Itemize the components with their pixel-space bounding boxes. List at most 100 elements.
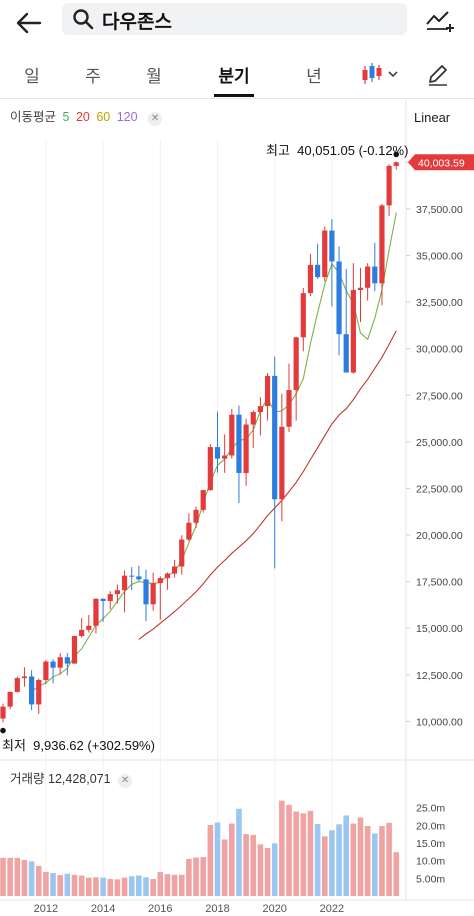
candle-body — [200, 490, 206, 510]
volume-tick-label: 25.0m — [416, 803, 445, 815]
volume-bar — [150, 879, 156, 896]
y-tick-label: 25,000.00 — [416, 437, 463, 449]
x-tick-label: 2018 — [205, 903, 229, 915]
volume-bar — [93, 877, 99, 896]
candle-body — [357, 287, 364, 290]
volume-bar — [193, 857, 199, 896]
candle-body — [229, 414, 235, 456]
candle-body — [243, 424, 249, 473]
candle-body — [322, 230, 328, 278]
candle-body — [129, 575, 135, 577]
volume-bar — [50, 873, 56, 896]
last-price-badge — [408, 154, 474, 171]
volume-bar — [21, 859, 28, 896]
candle-body — [29, 676, 35, 705]
candle-body — [222, 455, 228, 459]
volume-bar — [7, 857, 13, 896]
candle-body — [14, 678, 20, 692]
scale-mode-label: Linear — [414, 110, 451, 125]
scale-dropdown[interactable]: Linear — [406, 100, 474, 132]
volume-bar — [350, 823, 357, 896]
ma-20-label: 20 — [75, 110, 90, 124]
active-tab-indicator — [214, 94, 254, 97]
candle-body — [7, 691, 13, 707]
high-marker — [393, 151, 400, 158]
y-tick-label: 35,000.00 — [416, 251, 463, 263]
close-icon[interactable]: ✕ — [148, 112, 163, 126]
tab-month[interactable]: 월 — [146, 67, 162, 86]
candle-body — [350, 290, 356, 373]
top-bar: 다우존스 — [0, 0, 474, 46]
candle-body — [307, 264, 314, 294]
candle-body — [329, 230, 335, 262]
volume-tick-label: 10.0m — [416, 856, 445, 868]
volume-legend: 거래량 12,428,071 ✕ — [10, 768, 133, 788]
candle-body — [86, 625, 92, 630]
chart-type-dropdown[interactable] — [360, 60, 402, 88]
volume-bar — [14, 857, 21, 896]
volume-bar — [293, 811, 299, 896]
volume-bar — [271, 843, 278, 896]
candle-body — [157, 578, 163, 584]
volume-bar — [321, 836, 328, 896]
x-tick-label: 2022 — [320, 903, 344, 915]
candle-body — [379, 205, 385, 284]
volume-bar — [78, 875, 85, 896]
candle-body — [272, 375, 278, 500]
volume-bar — [243, 834, 249, 896]
ma-legend-label: 이동평균 — [10, 110, 57, 124]
volume-bar — [236, 808, 242, 896]
candle-body — [179, 539, 185, 567]
candle-body — [107, 594, 113, 601]
volume-close-icon[interactable]: ✕ — [118, 774, 133, 788]
volume-bar — [229, 823, 235, 896]
candle-body — [372, 266, 378, 284]
volume-label: 거래량 — [10, 772, 45, 786]
pencil-icon[interactable] — [424, 60, 452, 88]
candle-body — [257, 406, 263, 413]
search-box[interactable]: 다우존스 — [62, 3, 407, 35]
volume-bar — [57, 875, 63, 896]
back-arrow-icon[interactable] — [12, 6, 46, 40]
candle-body — [121, 575, 128, 591]
candle-body — [50, 661, 56, 668]
ma-20-line — [138, 330, 397, 640]
candle-body — [150, 583, 156, 605]
volume-bar — [386, 822, 392, 896]
low-marker — [0, 727, 6, 734]
tab-week[interactable]: 주 — [85, 67, 101, 86]
candle-body — [315, 264, 321, 278]
volume-bar — [143, 877, 149, 896]
volume-bar — [0, 857, 6, 896]
volume-bar — [357, 817, 364, 896]
volume-bar — [28, 861, 35, 896]
candle-body — [57, 657, 63, 668]
low-label: 최저 — [2, 738, 26, 753]
volume-bar — [393, 852, 400, 896]
ma-5-line — [31, 212, 397, 693]
ma-5-label: 5 — [62, 110, 70, 124]
last-price-text: 40,003.59 — [418, 157, 465, 169]
y-tick-label: 20,000.00 — [416, 530, 463, 542]
period-tabs: 일 주 월 분기 년 — [0, 50, 474, 99]
tab-quarter[interactable]: 분기 — [218, 67, 250, 86]
y-tick-label: 12,500.00 — [416, 670, 463, 682]
x-tick-label: 2012 — [34, 903, 58, 915]
volume-tick-label: 20.0m — [416, 820, 445, 832]
high-value: 40,051.05 (-0.12%) — [297, 143, 409, 158]
volume-bar — [114, 879, 121, 896]
candle-body — [293, 337, 299, 391]
volume-bar — [214, 822, 221, 896]
tab-year[interactable]: 년 — [306, 67, 322, 86]
candle-body — [172, 566, 178, 574]
tab-day[interactable]: 일 — [24, 67, 40, 86]
y-tick-label: 30,000.00 — [416, 344, 463, 356]
volume-tick-label: 15.0m — [416, 838, 445, 850]
high-annotation: 최고 40,051.05 (-0.12%) — [266, 140, 408, 159]
y-tick-label: 15,000.00 — [416, 623, 463, 635]
volume-bar — [64, 873, 71, 896]
volume-bar — [336, 824, 342, 896]
compare-chart-icon[interactable] — [424, 4, 456, 34]
volume-bar — [107, 879, 114, 896]
